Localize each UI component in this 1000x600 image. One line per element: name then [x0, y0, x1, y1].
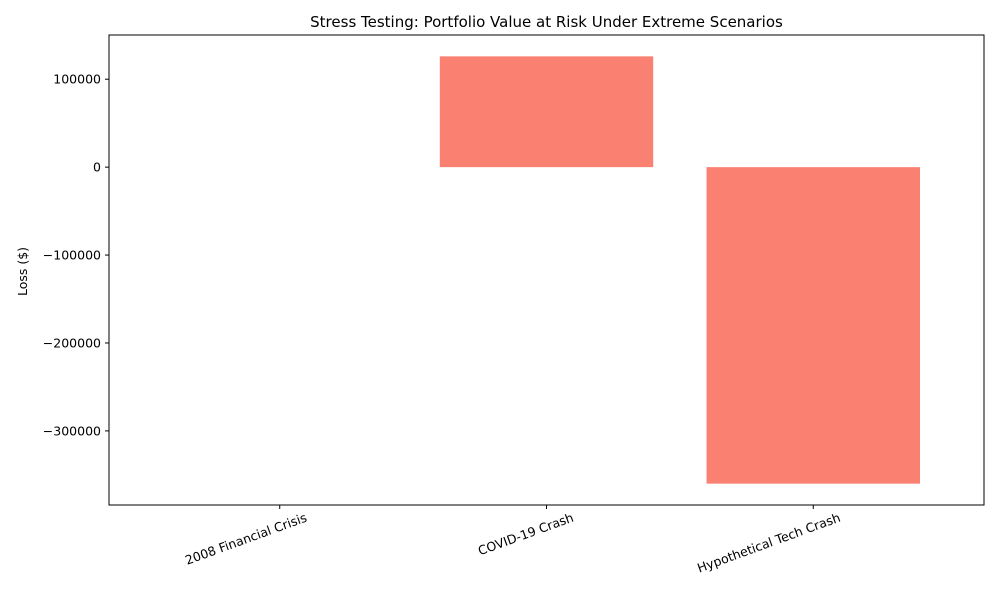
- plot-area-frame: [108, 34, 985, 506]
- x-tick-label-0: 2008 Financial Crisis: [183, 510, 309, 568]
- x-axis-ticks: 2008 Financial Crisis COVID-19 Crash Hypot…: [183, 505, 842, 576]
- bar-1: [439, 56, 654, 168]
- y-tick-label-1: 0: [93, 160, 101, 175]
- y-axis-label: Loss ($): [15, 247, 30, 296]
- chart-title: Stress Testing: Portfolio Value at Risk …: [310, 13, 783, 31]
- y-tick-label-4: −300000: [43, 423, 101, 438]
- y-tick-label-0: 100000: [53, 72, 101, 87]
- x-tick-label-1: COVID-19 Crash: [476, 510, 576, 558]
- bars-layer: [439, 56, 920, 484]
- y-tick-label-2: −100000: [43, 248, 101, 263]
- y-tick-label-3: −200000: [43, 335, 101, 350]
- x-tick-label-2: Hypothetical Tech Crash: [695, 510, 842, 576]
- y-axis-ticks: 100000 0 −100000 −200000 −300000: [43, 72, 109, 438]
- bar-2: [706, 167, 920, 484]
